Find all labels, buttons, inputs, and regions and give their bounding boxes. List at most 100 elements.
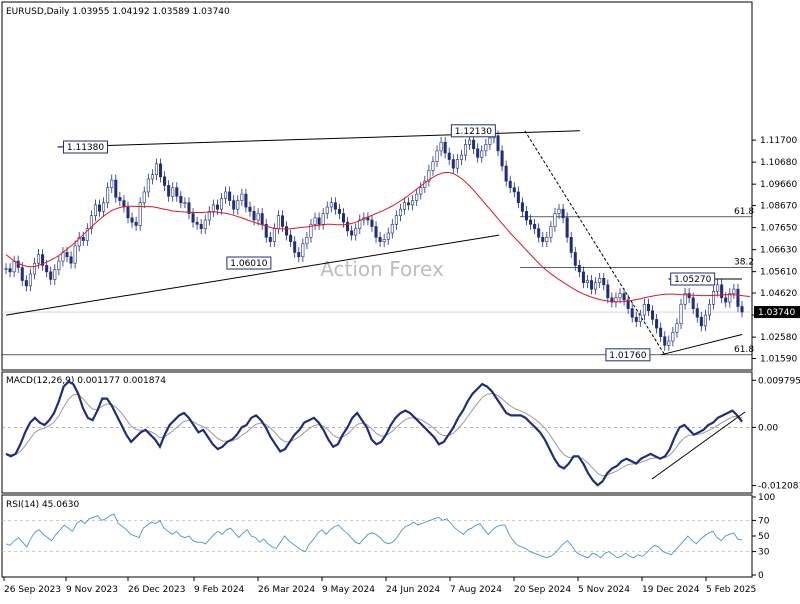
candle-body [386, 232, 390, 240]
trendline [5, 234, 500, 316]
rsi-y-tick-label: 0 [758, 571, 764, 581]
candle-body [240, 193, 244, 201]
candle-body [317, 217, 321, 225]
candle-body [211, 204, 215, 212]
candle-body [114, 179, 118, 198]
rsi-y-tick-label: 50 [758, 532, 770, 542]
candle-body [712, 291, 716, 305]
candle-body [573, 252, 577, 266]
candle-body [252, 211, 256, 221]
candle-body [622, 293, 626, 301]
candle-body [12, 260, 16, 273]
candle-body [634, 316, 638, 322]
macd-header: MACD(12,26,9) 0.001177 0.001874 [6, 376, 166, 386]
x-tick-label: 26 Dec 2023 [128, 585, 186, 595]
candle-body [102, 202, 106, 212]
candle-body [524, 211, 528, 221]
candle-body [57, 260, 61, 271]
candle-body [468, 139, 472, 145]
rsi-line [5, 513, 743, 559]
candle-body [228, 191, 232, 201]
candle-body [594, 282, 598, 290]
candle-body [32, 262, 36, 275]
candle-body [337, 208, 341, 214]
candle-body [333, 202, 337, 210]
candle-body [516, 191, 520, 204]
candle-body [370, 219, 374, 227]
candle-body [663, 336, 667, 346]
trendlines [5, 130, 743, 356]
price-y-tick-label: 1.05610 [760, 268, 797, 278]
x-tick-label: 9 May 2024 [322, 585, 375, 595]
candle-body [553, 213, 557, 227]
candle-body [199, 224, 203, 229]
candle-body [163, 176, 167, 186]
candle-body [565, 217, 569, 238]
price-annotation-label: 1.12130 [455, 127, 492, 137]
candle-body [716, 284, 720, 292]
trendline [57, 130, 581, 148]
candle-body [569, 237, 573, 253]
candle-body [272, 228, 276, 242]
macd-panel-frame [1, 371, 753, 494]
x-tick-label: 24 Jun 2024 [386, 585, 440, 595]
candle-body [8, 268, 12, 273]
candle-body [191, 213, 195, 223]
price-y-tick-label: 1.06630 [760, 246, 797, 256]
candle-body [248, 206, 252, 212]
candle-body [93, 204, 97, 217]
candle-body [455, 159, 459, 169]
candle-body [175, 187, 179, 197]
candle-body [390, 224, 394, 234]
price-header: EURUSD,Daily 1.03955 1.04192 1.03589 1.0… [6, 7, 230, 17]
candle-body [297, 252, 301, 258]
candle-body [691, 297, 695, 309]
candle-body [533, 224, 537, 229]
candle-body [256, 213, 260, 221]
candle-body [602, 278, 606, 286]
candle-body [159, 163, 163, 178]
rsi-y-tick-label: 100 [758, 493, 775, 503]
candle-body [374, 226, 378, 238]
candle-body [695, 308, 699, 318]
candle-body [480, 150, 484, 158]
macd-y-tick-label: 0.009795 [758, 376, 800, 386]
candle-body [496, 135, 500, 152]
candle-body [675, 323, 679, 333]
rsi-panel: RSI(14) 45.0630 100 70 50 30 0 [1, 493, 775, 581]
price-y-tick-label: 1.07650 [760, 224, 797, 234]
candle-body [77, 237, 81, 247]
macd-y-axis: 0.009795 0.00 -0.012081 [2, 376, 800, 492]
candle-body [659, 327, 663, 337]
candle-body [354, 228, 358, 236]
candle-body [541, 237, 545, 242]
candle-body [610, 297, 614, 303]
candle-body [687, 293, 691, 299]
candle-body [655, 319, 659, 329]
macd-signal-line [5, 392, 743, 477]
candle-body [183, 202, 187, 205]
candle-body [53, 269, 57, 280]
candle-body [293, 241, 297, 253]
candle-body [171, 187, 175, 197]
price-y-tick-label: 1.10680 [760, 158, 797, 168]
candle-body [289, 234, 293, 242]
price-annotation-label: 1.11380 [67, 143, 104, 153]
fib-level-label: 61.8 [734, 207, 754, 217]
candle-body [459, 154, 463, 160]
candle-body [236, 200, 240, 210]
price-y-tick-label: 1.04620 [760, 289, 797, 299]
candle-body [447, 152, 451, 160]
candle-body [142, 191, 146, 204]
candle-body [529, 219, 533, 225]
rsi-y-axis: 100 70 50 30 0 [2, 493, 775, 581]
candle-body [309, 224, 313, 238]
rsi-y-tick-label: 70 [758, 516, 770, 526]
price-y-tick-label: 1.11700 [760, 136, 797, 146]
candle-body [439, 141, 443, 152]
candle-body [16, 260, 20, 268]
price-y-axis: 1.11700 1.10680 1.09660 1.08670 1.07650 1.066… [752, 136, 797, 364]
candle-body [728, 293, 732, 303]
candle-body [20, 267, 24, 281]
candle-body [179, 195, 183, 204]
